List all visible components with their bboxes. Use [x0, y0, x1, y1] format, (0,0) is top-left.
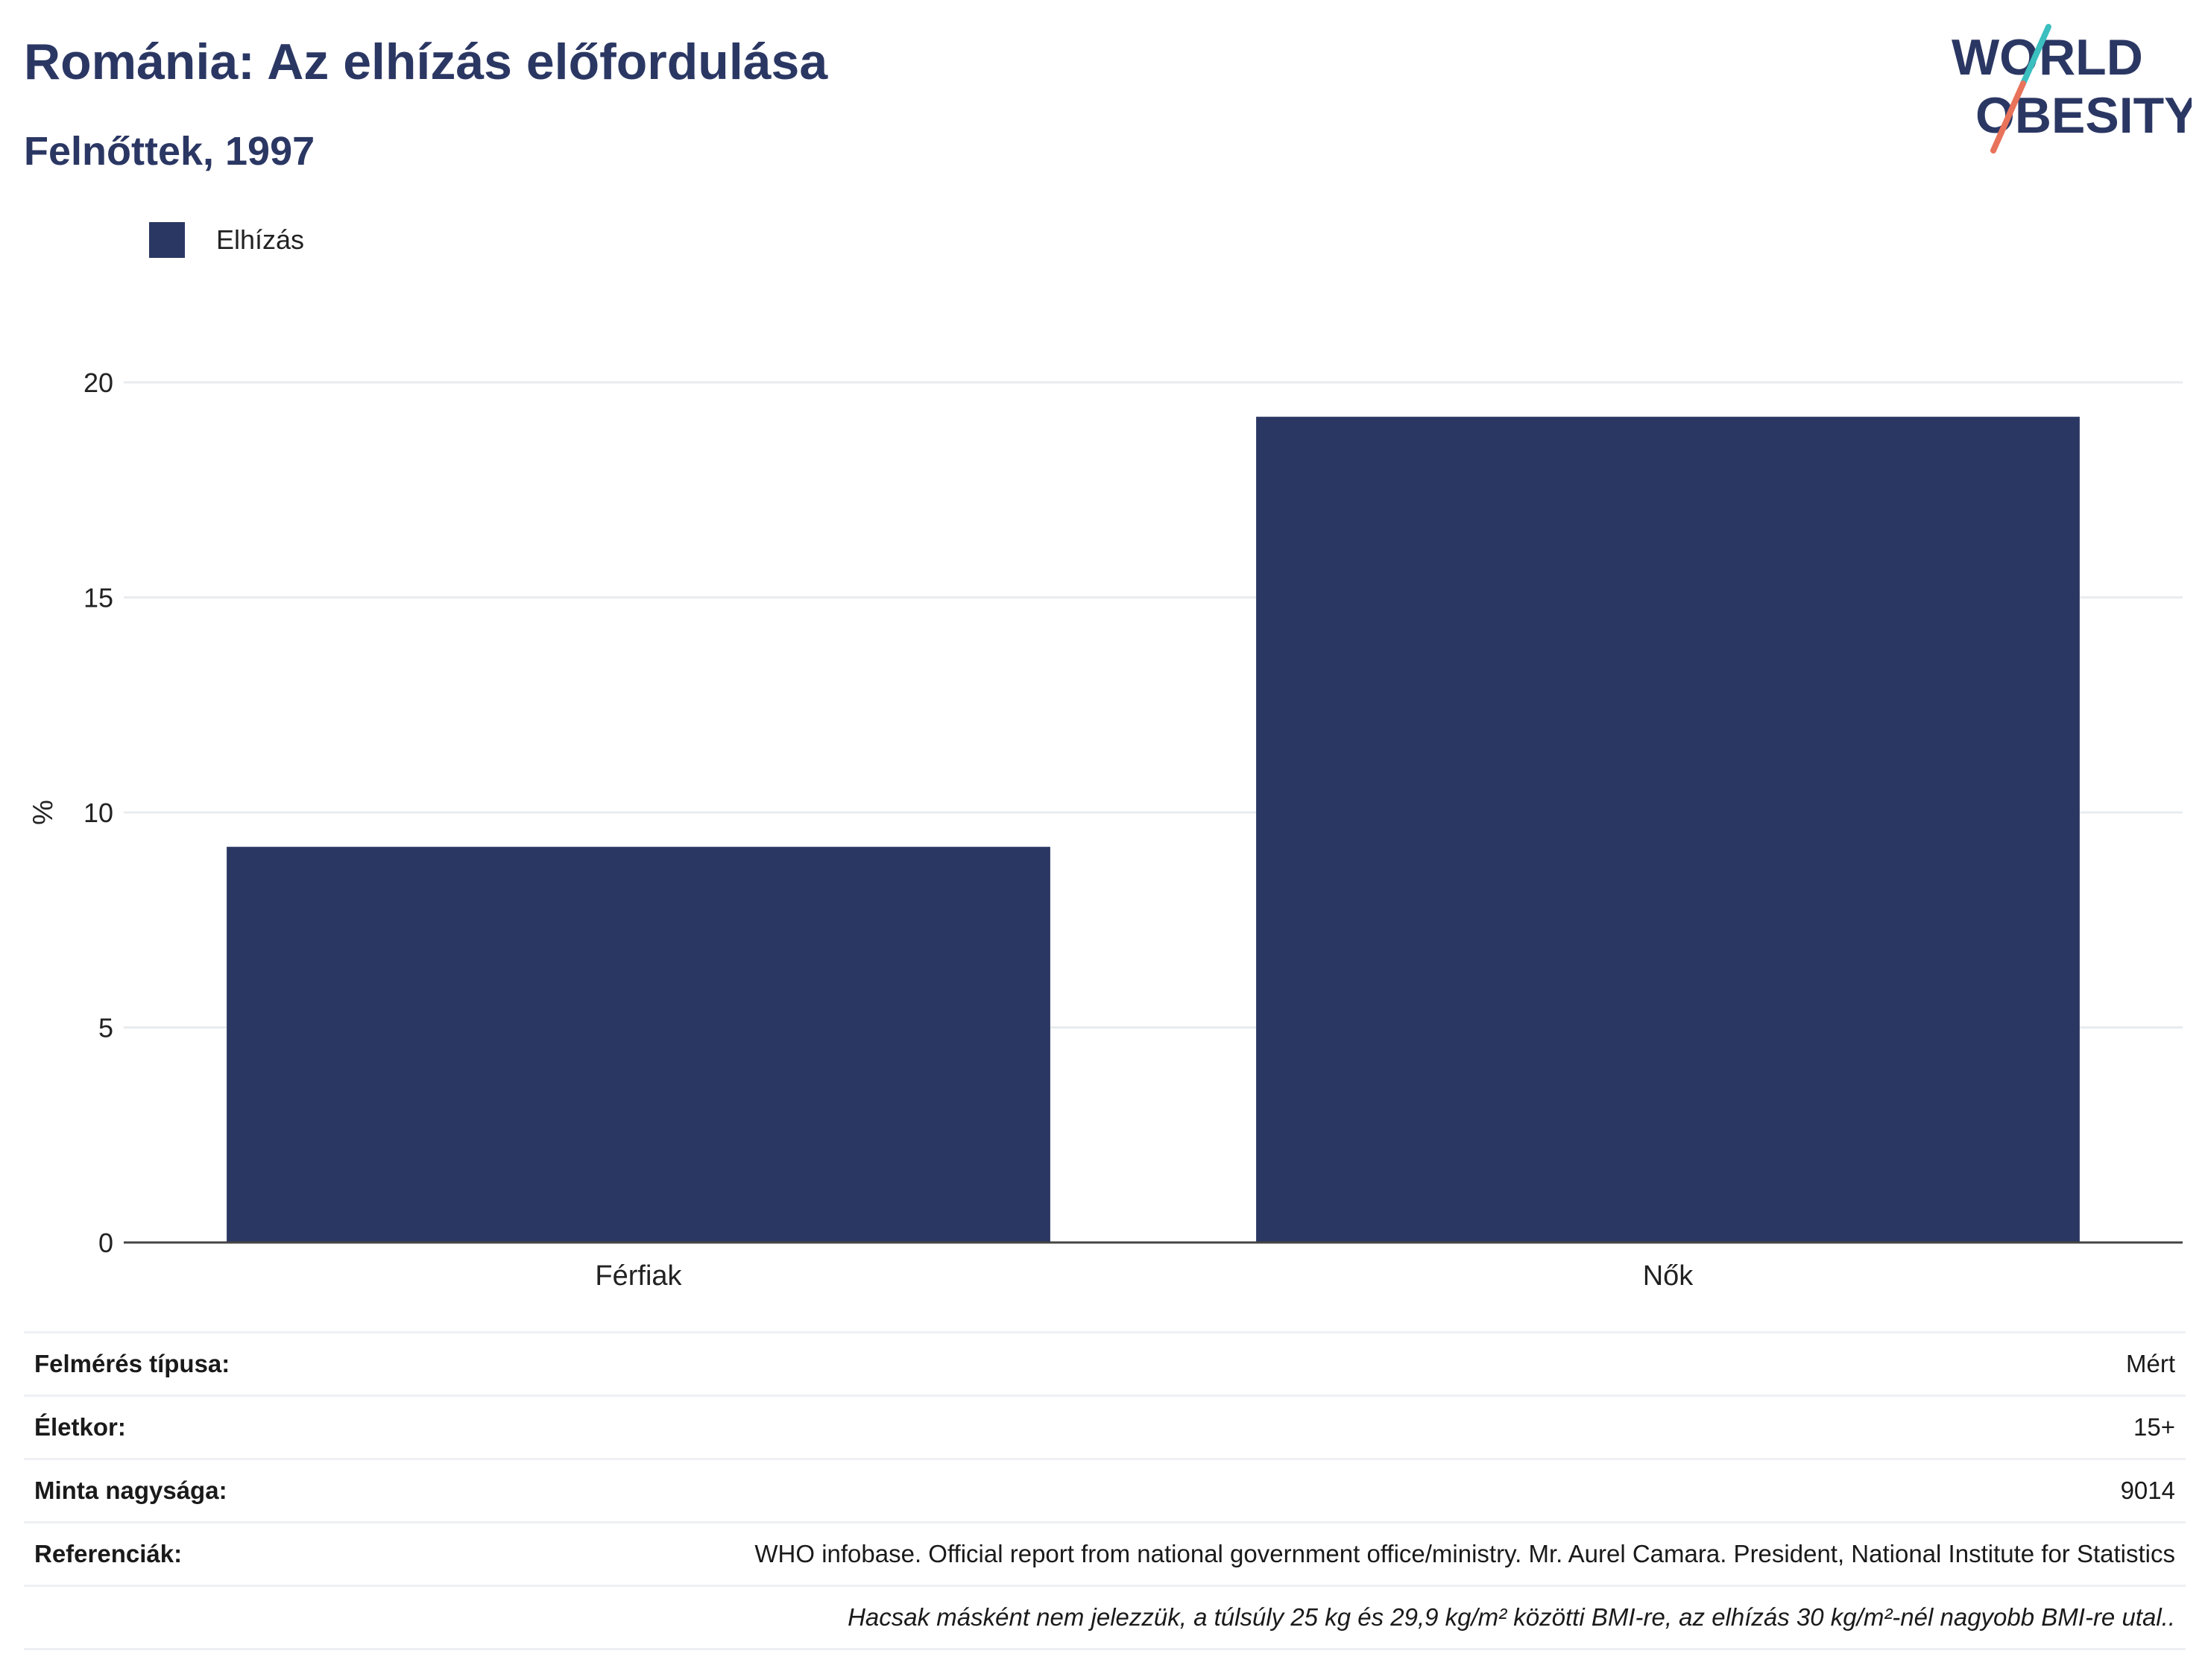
- info-value-references: WHO infobase. Official report from natio…: [306, 1521, 2186, 1586]
- x-tick-label: Férfiak: [595, 1260, 682, 1292]
- logo-slash-coral: [1990, 80, 2026, 154]
- info-label-sample-size: Minta nagysága:: [24, 1458, 306, 1523]
- legend-label: Elhízás: [216, 224, 305, 255]
- info-value-sample-size: 9014: [306, 1458, 2186, 1523]
- y-tick-label: 0: [98, 1228, 113, 1258]
- legend: Elhízás: [149, 221, 304, 259]
- y-tick-label: 20: [83, 367, 113, 398]
- definition-note: Hacsak másként nem jelezzük, a túlsúly 2…: [24, 1585, 2186, 1650]
- bar: [227, 847, 1050, 1242]
- bar: [1256, 417, 2080, 1242]
- table-row: Referenciák: WHO infobase. Official repo…: [24, 1521, 2186, 1586]
- table-row: Életkor: 15+: [24, 1395, 2186, 1459]
- info-table: Felmérés típusa: Mért Életkor: 15+ Minta…: [24, 1331, 2186, 1650]
- y-tick-label: 15: [83, 583, 113, 613]
- table-row: Minta nagysága: 9014: [24, 1458, 2186, 1523]
- logo-slash-teal: [2020, 24, 2051, 86]
- y-axis-label: %: [28, 800, 59, 825]
- info-label-references: Referenciák:: [24, 1521, 306, 1586]
- info-label-survey-type: Felmérés típusa:: [24, 1331, 306, 1396]
- x-tick-label: Nők: [1643, 1260, 1694, 1292]
- bar-chart: 0 5 10 15 20% Férfiak Nők: [28, 367, 2183, 1292]
- info-label-age: Életkor:: [24, 1395, 306, 1459]
- logo-text-line1: WORLD: [1952, 29, 2143, 86]
- y-tick-label: 5: [98, 1013, 113, 1043]
- info-value-age: 15+: [306, 1395, 2186, 1459]
- chart-title: Románia: Az elhízás előfordulása: [24, 34, 828, 90]
- world-obesity-logo: WORLD OBESITY: [1952, 24, 2192, 154]
- table-row: Felmérés típusa: Mért: [24, 1331, 2186, 1396]
- info-value-survey-type: Mért: [306, 1331, 2186, 1396]
- chart-subtitle: Felnőttek, 1997: [24, 129, 315, 174]
- table-row: Hacsak másként nem jelezzük, a túlsúly 2…: [24, 1585, 2186, 1650]
- y-tick-label: 10: [83, 798, 113, 828]
- legend-swatch: [149, 222, 185, 258]
